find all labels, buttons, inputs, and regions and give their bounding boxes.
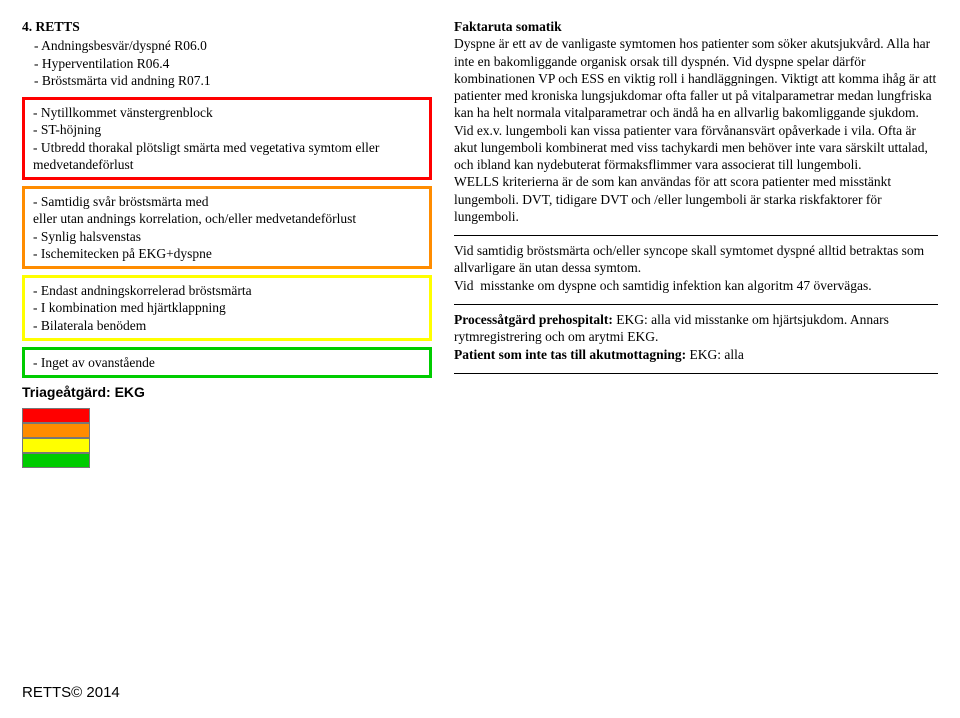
sub-item: - Andningsbesvär/dyspné R06.0: [22, 37, 432, 54]
divider: [454, 373, 938, 374]
advice-p3: Vid samtidig bröstsmärta och/eller synco…: [454, 242, 938, 277]
box-line: - Synlig halsvenstas: [33, 228, 421, 245]
box-line: - Utbredd thorakal plötsligt smärta med …: [33, 139, 421, 174]
process-line-1: Processåtgärd prehospitalt: EKG: alla vi…: [454, 311, 938, 346]
box-line: - Inget av ovanstående: [33, 354, 421, 371]
left-column: 4. RETTS - Andningsbesvär/dyspné R06.0 -…: [22, 18, 432, 468]
faktaruta-p1: Dyspne är ett av de vanligaste symtomen …: [454, 35, 938, 173]
box-line: - Samtidig svår bröstsmärta med: [33, 193, 421, 210]
box-line: - Nytillkommet vänstergrenblock: [33, 104, 421, 121]
faktaruta-p2: WELLS kriterierna är de som kan användas…: [454, 173, 938, 225]
right-column: Faktaruta somatik Dyspne är ett av de va…: [454, 18, 938, 468]
triage-box-yellow: - Endast andningskorrelerad bröstsmärta …: [22, 275, 432, 341]
faktaruta-title: Faktaruta somatik: [454, 18, 938, 35]
divider: [454, 235, 938, 236]
subheading-list: - Andningsbesvär/dyspné R06.0 - Hyperven…: [22, 37, 432, 89]
swatch-yellow: [22, 438, 90, 453]
box-line: - Bilaterala benödem: [33, 317, 421, 334]
box-line: eller utan andnings korrelation, och/ell…: [33, 210, 421, 227]
process-block: Processåtgärd prehospitalt: EKG: alla vi…: [454, 311, 938, 363]
color-swatches: [22, 408, 432, 468]
process-label: Patient som inte tas till akutmottagning…: [454, 347, 690, 362]
box-line: - I kombination med hjärtklappning: [33, 299, 421, 316]
box-line: - Endast andningskorrelerad bröstsmärta: [33, 282, 421, 299]
triage-action-label: Triageåtgärd: EKG: [22, 384, 432, 402]
faktaruta: Faktaruta somatik Dyspne är ett av de va…: [454, 18, 938, 225]
triage-box-red: - Nytillkommet vänstergrenblock - ST-höj…: [22, 97, 432, 180]
process-label: Processåtgärd prehospitalt:: [454, 312, 616, 327]
advice-p4: Vid misstanke om dyspne och samtidig inf…: [454, 277, 938, 294]
sub-item: - Hyperventilation R06.4: [22, 55, 432, 72]
swatch-green: [22, 453, 90, 468]
divider: [454, 304, 938, 305]
swatch-orange: [22, 423, 90, 438]
footer-copyright: RETTS© 2014: [22, 683, 120, 702]
sub-item: - Bröstsmärta vid andning R07.1: [22, 72, 432, 89]
triage-box-green: - Inget av ovanstående: [22, 347, 432, 378]
page-heading: 4. RETTS: [22, 18, 432, 35]
box-line: - ST-höjning: [33, 121, 421, 138]
advice-block: Vid samtidig bröstsmärta och/eller synco…: [454, 242, 938, 294]
triage-box-orange: - Samtidig svår bröstsmärta med eller ut…: [22, 186, 432, 269]
process-line-2: Patient som inte tas till akutmottagning…: [454, 346, 938, 363]
box-line: - Ischemitecken på EKG+dyspne: [33, 245, 421, 262]
process-text: EKG: alla: [690, 347, 744, 362]
swatch-red: [22, 408, 90, 423]
